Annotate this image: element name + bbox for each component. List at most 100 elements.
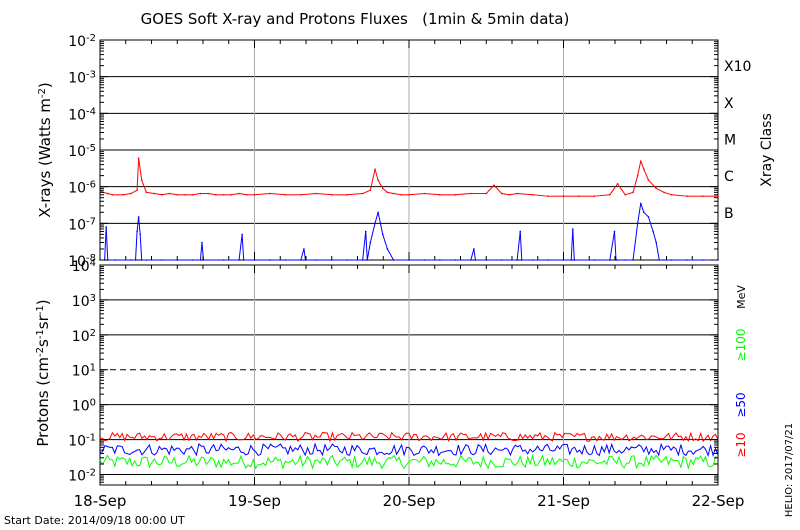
xray-panel: 10-8 10-7 10-6 10-5 10-4 10-3 10-2 B C M X X10 X-r…	[36, 33, 775, 271]
x-tick-label: 18-Sep	[74, 492, 127, 510]
xray-long-segment	[146, 191, 155, 195]
xray-short-segment	[369, 223, 376, 243]
xray-long-segment	[231, 193, 240, 196]
xray-short-segment	[366, 242, 371, 261]
xray-y-tick-label: 10-2	[68, 33, 96, 51]
xray-y-ticks: 10-8 10-7 10-6 10-5 10-4 10-3 10-2	[68, 33, 718, 271]
xray-long-segment	[532, 194, 549, 197]
xray-long-segment	[393, 193, 402, 196]
proton-legend-label: ≥50	[734, 392, 748, 417]
xray-long-segment	[141, 180, 147, 193]
xray-short-segment	[570, 228, 574, 261]
xray-long-segment	[617, 183, 626, 196]
xray-long-segment	[640, 160, 645, 170]
xray-long-segment	[136, 158, 140, 191]
proton-unit-label: MeV	[735, 285, 748, 309]
xray-y-tick-label: 10-5	[68, 143, 96, 161]
xray-short-segment	[613, 231, 617, 261]
xray-long-segment	[387, 191, 394, 195]
xray-short-segment	[637, 203, 642, 224]
xray-long-segment	[648, 179, 657, 189]
xray-short-segment	[519, 231, 523, 261]
xray-long-segment	[501, 193, 510, 196]
proton-legend-label: ≥10	[734, 432, 748, 457]
xray-long-segment	[347, 193, 363, 196]
xray-long-segment	[161, 193, 170, 196]
xray-long-segment	[138, 158, 143, 181]
xray-y-tick-label: 10-6	[68, 179, 96, 197]
xray-long-segment	[493, 184, 503, 194]
proton-y-ticks: 10-2 10-1 100 101 102 103 104	[68, 258, 718, 486]
xray-long-segment	[107, 193, 113, 196]
xray-long-segment	[238, 193, 247, 196]
xray-long-segment	[254, 193, 270, 196]
xray-short-segment	[105, 226, 109, 261]
xray-class-axis-label: Xray Class	[759, 113, 775, 187]
xray-long-segment	[192, 193, 201, 196]
proton-series-line	[99, 453, 719, 470]
xray-short-segment	[386, 248, 394, 261]
xray-long-segment	[369, 169, 376, 191]
xray-short-segment	[300, 248, 305, 261]
xray-long-segment	[485, 184, 495, 194]
proton-panel: 10-2 10-1 100 101 102 103 104 Protons (cm-2s-1…	[34, 258, 748, 486]
proton-y-axis-label: Protons (cm-2s-1sr-1)	[34, 299, 52, 446]
xray-class-label: X	[724, 96, 734, 112]
xray-long-segment	[130, 189, 138, 194]
xray-long-segment	[208, 193, 216, 196]
xray-long-segment	[408, 193, 425, 196]
xray-long-segment	[637, 160, 642, 176]
x-tick-label: 19-Sep	[228, 492, 281, 510]
x-tick-label: 20-Sep	[383, 492, 436, 510]
x-tick-label: 22-Sep	[692, 492, 745, 510]
xray-long-segment	[594, 194, 610, 197]
xray-short-segment	[473, 248, 476, 261]
xray-short-segment	[362, 231, 367, 261]
proton-series-line	[99, 442, 719, 457]
xray-short-segment	[377, 212, 384, 235]
proton-y-tick-label: 101	[72, 362, 96, 380]
xray-short-segment	[609, 231, 615, 261]
xray-long-segment	[382, 187, 388, 193]
proton-y-tick-label: 10-2	[68, 467, 96, 485]
xray-long-segment	[625, 191, 634, 196]
xray-short-segment	[104, 226, 107, 261]
xray-class-label: M	[724, 133, 736, 149]
xray-long-segment	[269, 193, 286, 196]
xray-short-segment	[382, 234, 388, 250]
xray-long-segment	[632, 175, 639, 193]
xray-long-segment	[123, 193, 131, 196]
xray-short-segment	[470, 248, 475, 261]
xray-short-segment	[238, 234, 243, 261]
xray-short-segment	[374, 212, 379, 224]
xray-short-segment	[199, 242, 203, 261]
xray-class-labels: B C M X X10	[724, 59, 751, 222]
xray-y-axis-label: X-rays (Watts m-2)	[36, 82, 54, 217]
xray-short-segment	[640, 203, 645, 213]
xray-long-segment	[362, 189, 371, 194]
xray-short-segment	[138, 216, 141, 235]
xray-long-segment	[663, 191, 672, 196]
proton-y-tick-label: 103	[72, 292, 96, 310]
chart-title: GOES Soft X-ray and Protons Fluxes (1min…	[141, 10, 570, 28]
xray-class-label: X10	[724, 59, 751, 75]
start-date-label: Start Date: 2014/09/18 00:00 UT	[4, 514, 185, 527]
proton-legend: ≥10 ≥50 ≥100	[734, 329, 748, 458]
xray-long-segment	[455, 193, 471, 196]
xray-short-segment	[241, 234, 245, 261]
proton-y-tick-label: 100	[72, 397, 96, 415]
xray-short-segment	[135, 231, 138, 261]
helio-credit: HELIO: 2017/07/21	[784, 423, 795, 517]
xray-long-segment	[424, 193, 440, 196]
xray-y-tick-label: 10-8	[68, 253, 96, 271]
xray-long-segment	[169, 193, 178, 196]
xray-short-segment	[647, 216, 654, 232]
xray-y-tick-label: 10-3	[68, 69, 96, 87]
xray-class-label: B	[724, 206, 734, 222]
xray-long-segment	[374, 169, 379, 181]
xray-series-group	[99, 157, 719, 261]
xray-short-segment	[139, 234, 143, 261]
xray-long-segment	[377, 179, 384, 189]
x-tick-label: 21-Sep	[537, 492, 590, 510]
